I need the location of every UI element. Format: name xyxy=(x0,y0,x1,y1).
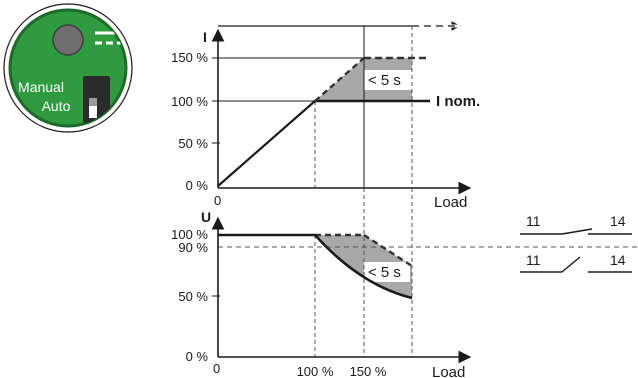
mode-auto-label: Auto xyxy=(42,98,71,114)
time-limit-label: < 5 s xyxy=(368,72,401,89)
time-limit-label-bottom: < 5 s xyxy=(368,264,401,281)
relay-contact-closed: 11 14 xyxy=(520,213,632,234)
u-tick-50: 50 % xyxy=(178,289,208,304)
current-axis-label: I xyxy=(203,29,207,45)
closed-terminal-11: 11 xyxy=(526,213,541,229)
u-tick-0: 0 % xyxy=(186,349,209,364)
closed-terminal-14: 14 xyxy=(610,213,626,229)
x-tick-100: 100 % xyxy=(297,364,334,378)
control-panel-badge: Manual Auto xyxy=(4,4,132,132)
relay-contact-open: 11 14 xyxy=(520,252,632,272)
x-axis-label-load-bottom: Load xyxy=(432,364,465,378)
current-chart: < 5 s I 150 % 100 % 50 % 0 % 0 Load I no… xyxy=(171,26,480,211)
y-tick-100: 100 % xyxy=(171,94,208,109)
y-tick-0: 0 % xyxy=(186,178,209,193)
y-tick-150: 150 % xyxy=(171,50,208,65)
x-tick-zero-bottom: 0 xyxy=(213,361,220,376)
nominal-current-label: I nom. xyxy=(436,93,480,110)
open-terminal-11: 11 xyxy=(526,252,541,268)
x-tick-zero: 0 xyxy=(214,193,221,208)
knob-icon[interactable] xyxy=(53,25,83,55)
x-axis-label-load: Load xyxy=(434,194,467,211)
y-tick-50: 50 % xyxy=(178,136,208,151)
voltage-chart: < 5 s U 100 % 90 % 50 % 0 % 0 100 % 150 … xyxy=(171,188,638,378)
u-tick-90: 90 % xyxy=(178,240,208,255)
voltage-axis-label: U xyxy=(201,209,211,225)
x-tick-150: 150 % xyxy=(350,364,387,378)
open-terminal-14: 14 xyxy=(610,252,626,268)
mode-manual-label: Manual xyxy=(18,79,64,95)
